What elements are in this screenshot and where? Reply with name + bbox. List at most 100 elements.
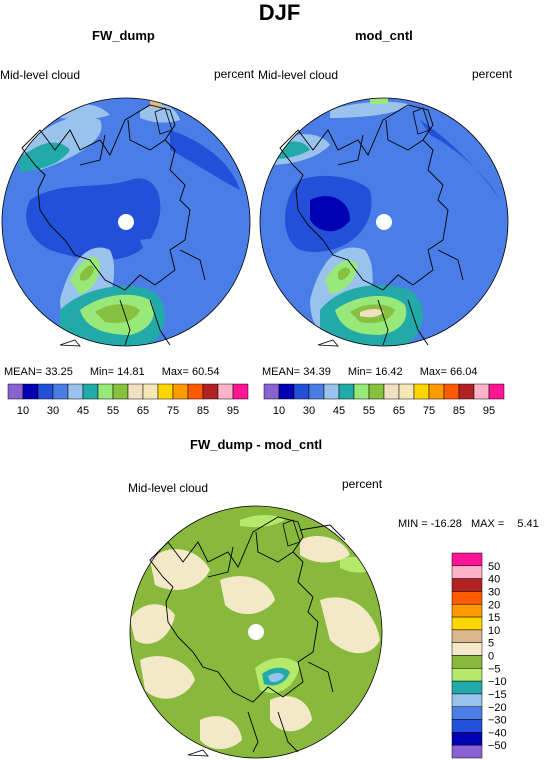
colorbar-swatch bbox=[278, 383, 295, 400]
colorbar-tick-label: −5 bbox=[488, 663, 501, 675]
panel-units-fw: percent bbox=[214, 67, 255, 81]
colorbar-swatch bbox=[293, 383, 310, 400]
colorbar-swatch bbox=[451, 693, 483, 707]
colorbar-swatch bbox=[488, 383, 505, 400]
map-diff bbox=[129, 505, 383, 759]
colorbar-tick-label: 75 bbox=[167, 405, 179, 417]
stats-mc: MEAN= 34.39 Min= 16.42 Max= 66.04 bbox=[262, 366, 478, 378]
colorbar-tick-label: −15 bbox=[488, 689, 507, 701]
map-fw bbox=[1, 97, 251, 347]
stat-max-label: Max= bbox=[419, 366, 447, 378]
colorbar-tick-label: 10 bbox=[17, 405, 29, 417]
colorbar-swatch bbox=[323, 383, 340, 400]
colorbar-swatch bbox=[451, 578, 483, 592]
colorbar-swatch bbox=[451, 719, 483, 733]
colorbar-tick-label: 50 bbox=[488, 561, 500, 573]
colorbar-swatch bbox=[52, 383, 69, 400]
colorbar-tick-label: −40 bbox=[488, 727, 507, 739]
colorbar-swatch bbox=[202, 383, 219, 400]
colorbar-tick-label: 30 bbox=[47, 405, 59, 417]
stat-min-label: MIN = bbox=[398, 518, 428, 530]
colorbar-swatch bbox=[7, 383, 24, 400]
colorbar-tick-label: 10 bbox=[488, 625, 500, 637]
colorbar-fw: 10 30 45 55 65 75 85 95 bbox=[7, 383, 249, 417]
colorbar-tick-label: 15 bbox=[488, 612, 500, 624]
stats-fw: MEAN= 33.25 Min= 14.81 Max= 60.54 bbox=[4, 366, 220, 378]
colorbar-tick-label: 85 bbox=[453, 405, 465, 417]
colorbar-tick-label: 95 bbox=[227, 405, 239, 417]
stat-max-value: 60.54 bbox=[191, 366, 220, 378]
colorbar-swatch bbox=[67, 383, 84, 400]
colorbar-swatch bbox=[451, 565, 483, 579]
colorbar-swatch bbox=[451, 680, 483, 695]
colorbar-swatch bbox=[232, 383, 249, 400]
colorbar-tick-label: 65 bbox=[137, 405, 149, 417]
colorbar-swatch bbox=[37, 383, 54, 400]
colorbar-tick-label: 45 bbox=[77, 405, 89, 417]
colorbar-tick-label: −10 bbox=[488, 676, 507, 688]
colorbar-swatch bbox=[451, 591, 483, 605]
colorbar-tick-label: 85 bbox=[197, 405, 209, 417]
stat-min-label: Min= bbox=[347, 366, 373, 378]
colorbar-tick-label: 20 bbox=[488, 599, 500, 611]
colorbar-swatch bbox=[413, 383, 430, 400]
colorbar-swatch bbox=[451, 616, 483, 631]
colorbar-swatch bbox=[451, 732, 483, 746]
colorbar-swatch bbox=[428, 383, 445, 400]
stat-max-value: 66.04 bbox=[449, 366, 478, 378]
panel-subtitle-mc: Mid-level cloud bbox=[258, 68, 339, 82]
colorbar-swatch bbox=[187, 383, 204, 400]
colorbar-swatch bbox=[451, 655, 483, 669]
colorbar-swatch bbox=[451, 744, 483, 759]
stat-mean-value: 34.39 bbox=[303, 366, 331, 378]
colorbar-swatch bbox=[353, 383, 370, 400]
colorbar-swatch bbox=[368, 383, 385, 400]
figure-title: DJF bbox=[258, 0, 301, 25]
colorbar-swatch bbox=[451, 552, 483, 567]
colorbar-tick-label: 75 bbox=[423, 405, 435, 417]
panel-units-diff: percent bbox=[342, 477, 383, 491]
stat-max-label: MAX = bbox=[470, 518, 505, 530]
colorbar-tick-label: 55 bbox=[363, 405, 375, 417]
map-mc bbox=[259, 97, 509, 347]
colorbar-swatch bbox=[451, 668, 483, 682]
stat-max-label: Max= bbox=[161, 366, 189, 378]
panel-title-diff: FW_dump - mod_cntl bbox=[190, 437, 323, 452]
colorbar-swatch bbox=[112, 383, 129, 400]
stat-max-value: 5.41 bbox=[517, 518, 539, 530]
colorbar-tick-label: 10 bbox=[273, 405, 285, 417]
colorbar-mc: 10 30 45 55 65 75 85 95 bbox=[263, 383, 505, 417]
stats-diff: MIN = -16.28 MAX = 5.41 bbox=[398, 518, 539, 530]
colorbar-tick-label: −20 bbox=[488, 702, 507, 714]
colorbar-swatch bbox=[451, 706, 483, 720]
colorbar-tick-label: 65 bbox=[393, 405, 405, 417]
colorbar-swatch bbox=[97, 383, 114, 400]
colorbar-swatch bbox=[451, 629, 483, 643]
colorbar-tick-label: −50 bbox=[488, 740, 507, 752]
colorbar-swatch bbox=[22, 383, 39, 400]
stat-min-value: 14.81 bbox=[117, 366, 145, 378]
colorbar-swatch bbox=[398, 383, 415, 400]
colorbar-tick-label: 30 bbox=[488, 586, 500, 598]
colorbar-swatch bbox=[157, 383, 174, 400]
colorbar-tick-label: 0 bbox=[488, 651, 494, 663]
stat-min-label: Min= bbox=[89, 366, 115, 378]
stat-mean-label: MEAN= bbox=[4, 366, 43, 378]
colorbar-swatch bbox=[172, 383, 189, 400]
panel-units-mc: percent bbox=[472, 67, 513, 81]
colorbar-tick-label: −30 bbox=[488, 715, 507, 727]
colorbar-swatch bbox=[443, 383, 460, 400]
panel-subtitle-diff: Mid-level cloud bbox=[128, 481, 209, 495]
stat-mean-value: 33.25 bbox=[45, 366, 73, 378]
colorbar-tick-label: 45 bbox=[333, 405, 345, 417]
colorbar-swatch bbox=[383, 383, 400, 400]
colorbar-swatch bbox=[127, 383, 144, 400]
stat-min-value: 16.42 bbox=[375, 366, 403, 378]
panel-title-mc: mod_cntl bbox=[355, 28, 413, 43]
colorbar-swatch bbox=[263, 383, 280, 400]
colorbar-swatch bbox=[308, 383, 325, 400]
colorbar-swatch bbox=[217, 383, 234, 400]
panel-subtitle-fw: Mid-level cloud bbox=[0, 68, 81, 82]
colorbar-tick-label: 40 bbox=[488, 574, 500, 586]
